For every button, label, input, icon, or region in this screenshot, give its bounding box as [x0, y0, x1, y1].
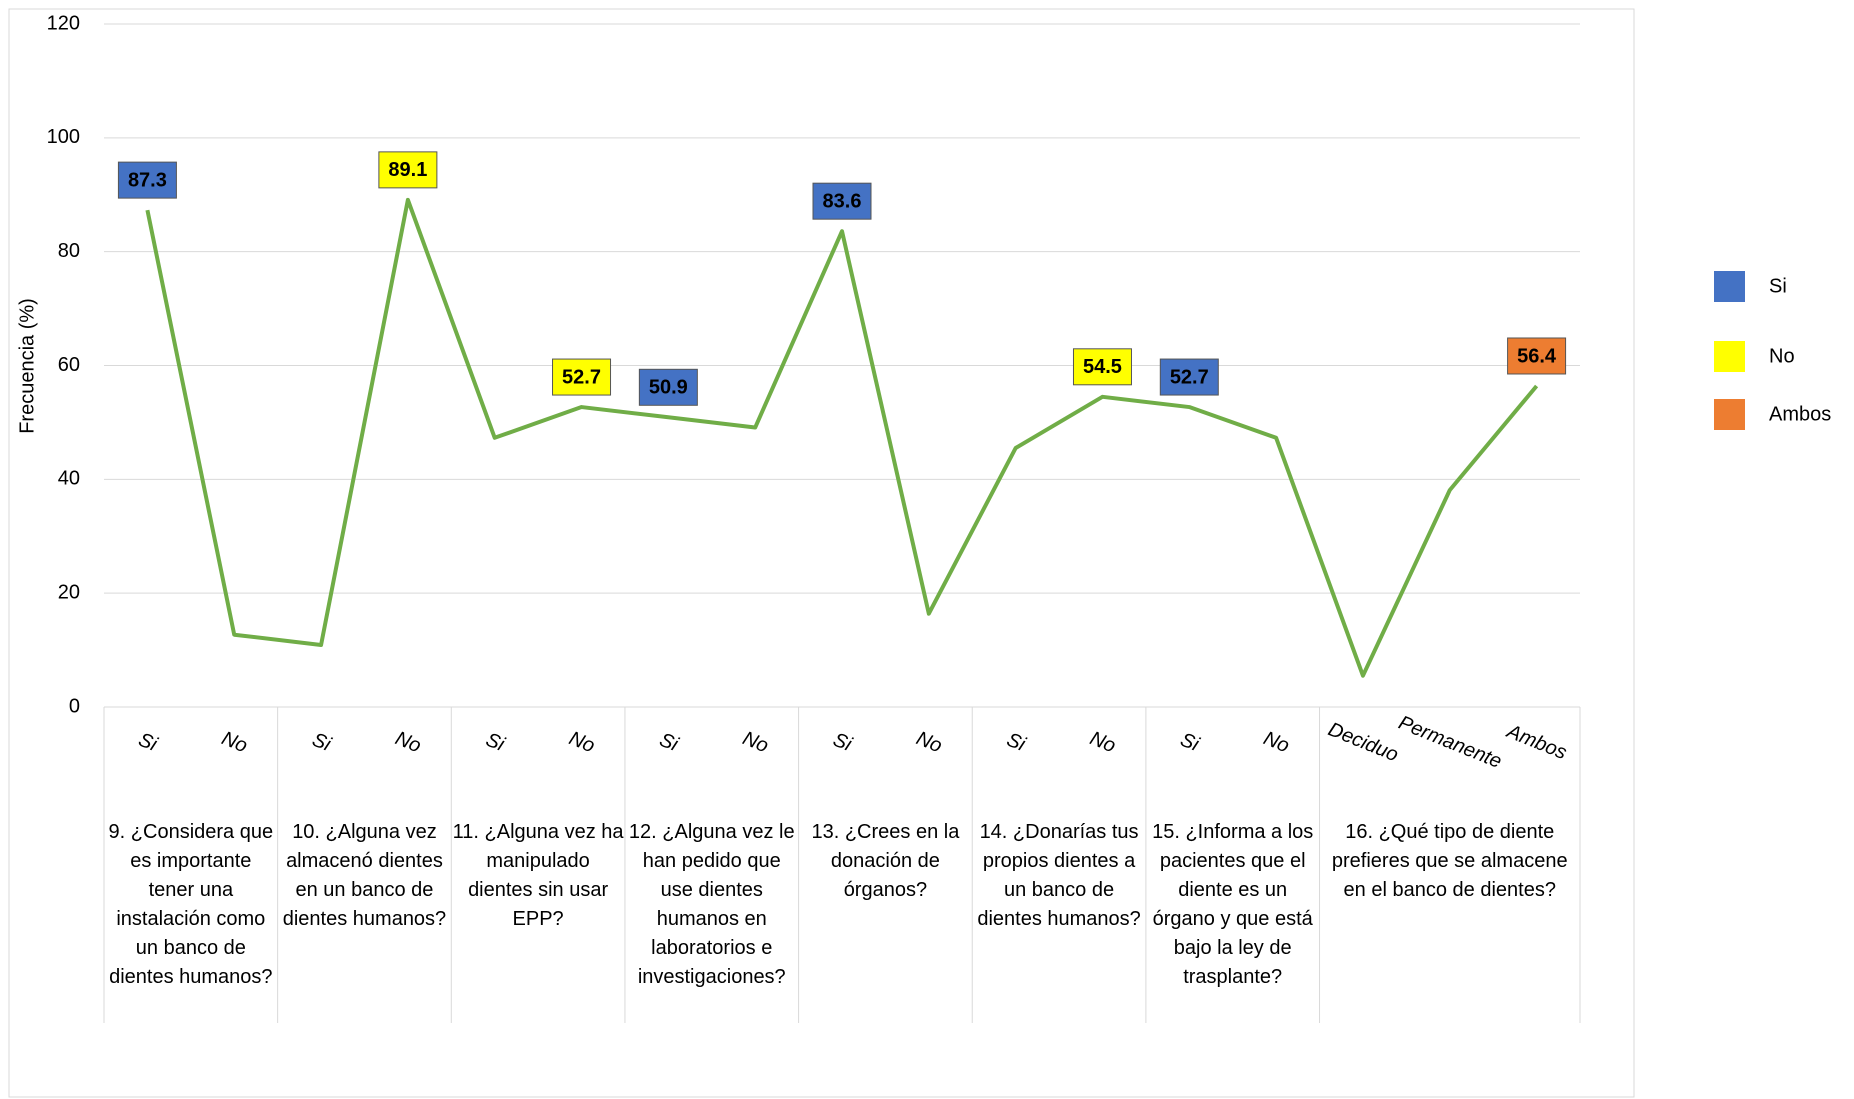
data-label: 83.6 — [823, 190, 862, 212]
x-tick-label: No — [566, 727, 598, 757]
x-tick-label: Si — [135, 729, 160, 756]
group-label: 14. ¿Donarías tus propios dientes a un b… — [977, 821, 1141, 930]
chart-border — [8, 8, 1635, 1098]
y-tick-label: 100 — [47, 126, 80, 148]
x-tick-label: Permanente — [1395, 712, 1504, 773]
y-tick-label: 60 — [58, 354, 80, 376]
line — [145, 197, 1539, 678]
legend-swatch — [1714, 399, 1745, 430]
y-tick-label: 20 — [58, 581, 80, 603]
x-tick-label: No — [1087, 727, 1119, 757]
data-label-box — [1159, 358, 1219, 396]
x-tick-label: Si — [1177, 729, 1202, 756]
x-tick-label: No — [1260, 727, 1292, 757]
data-label-box — [812, 182, 872, 220]
y-tick-label: 80 — [58, 240, 80, 262]
data-label-box — [1072, 348, 1132, 386]
x-tick-label: Si — [483, 729, 508, 756]
data-label: 52.7 — [562, 366, 601, 388]
x-tick-label: Si — [656, 729, 681, 756]
x-tick-label: No — [219, 727, 251, 757]
data-label-box — [117, 161, 177, 199]
y-axis-label: Frecuencia (%) — [16, 298, 38, 434]
x-tick-label: Si — [309, 729, 334, 756]
x-tick-label: Deciduo — [1325, 718, 1401, 766]
group-label: 16. ¿Qué tipo de diente prefieres que se… — [1331, 821, 1568, 901]
y-tick-label: 120 — [47, 12, 80, 34]
legend-swatch — [1714, 271, 1745, 302]
group-label: 13. ¿Crees en la donación de órganos? — [811, 821, 960, 901]
data-label: 56.4 — [1517, 345, 1557, 367]
legend-label: Ambos — [1769, 403, 1831, 425]
data-label: 50.9 — [649, 377, 688, 399]
legend-swatch — [1714, 341, 1745, 372]
group-label: 12. ¿Alguna vez le han pedido que use di… — [628, 821, 795, 988]
data-label: 52.7 — [1170, 366, 1209, 388]
y-tick-label: 0 — [69, 695, 80, 717]
legend-label: No — [1769, 345, 1795, 367]
data-label: 54.5 — [1083, 356, 1122, 378]
data-label-box — [638, 368, 698, 406]
group-label: 15. ¿Informa a los pacientes que el dien… — [1152, 821, 1314, 988]
x-tick-label: Si — [830, 729, 855, 756]
x-tick-label: Si — [1004, 729, 1029, 756]
data-label: 87.3 — [128, 169, 167, 191]
data-label-box — [378, 151, 438, 189]
data-label-box — [552, 358, 612, 396]
group-label: 11. ¿Alguna vez ha manipulado dientes si… — [452, 821, 624, 930]
x-tick-label: Ambos — [1503, 720, 1570, 764]
x-tick-label: No — [913, 727, 945, 757]
legend-label: Si — [1769, 275, 1787, 297]
group-label: 10. ¿Alguna vez almacenó dientes en un b… — [282, 821, 447, 930]
group-label: 9. ¿Considera que es importante tener un… — [108, 821, 274, 988]
x-tick-label: No — [392, 727, 424, 757]
y-tick-label: 40 — [58, 468, 80, 490]
x-tick-label: No — [739, 727, 771, 757]
data-label-box — [1507, 337, 1567, 375]
data-label: 89.1 — [388, 159, 427, 181]
